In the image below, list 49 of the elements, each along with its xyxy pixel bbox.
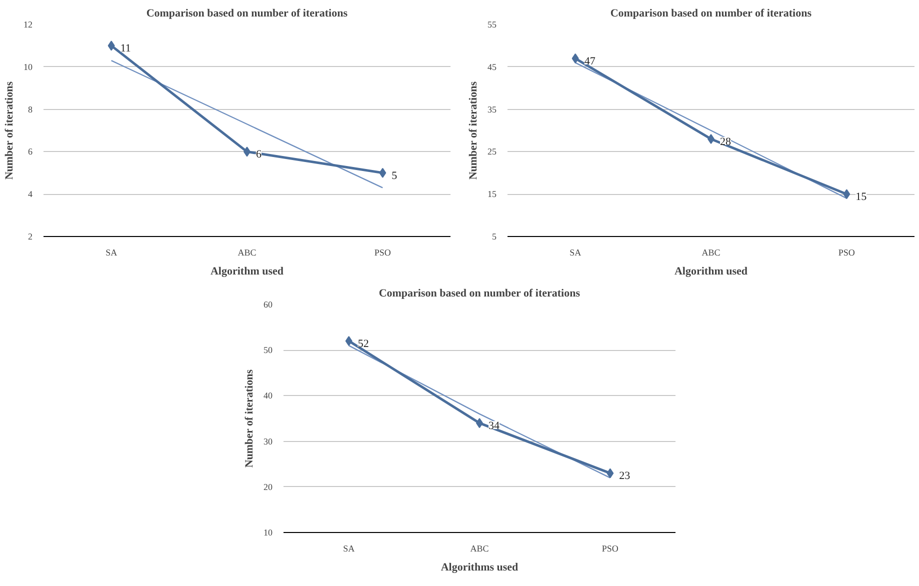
point xyxy=(108,40,115,51)
chart-title: Comparison based on number of iterations xyxy=(378,288,581,300)
data-label: 23 xyxy=(619,470,631,482)
data-label: 52 xyxy=(358,338,369,350)
y-tick-label: 55 xyxy=(488,20,497,30)
y-tick-label: 10 xyxy=(264,528,273,538)
y-tick-label: 5 xyxy=(492,232,497,242)
y-tick-label: 25 xyxy=(488,146,497,157)
chart-title: Comparison based on number of iterations xyxy=(146,8,348,20)
x-tick-label: ABC xyxy=(702,248,720,258)
y-axis-title: Number of iterations xyxy=(244,368,256,468)
y-axis-title: Number of iterations xyxy=(4,80,16,180)
point xyxy=(379,168,386,178)
x-tick-label: SA xyxy=(570,248,582,258)
x-axis-title: Algorithm used xyxy=(674,266,748,278)
data-label: 11 xyxy=(120,42,131,55)
x-tick-label: SA xyxy=(343,544,356,554)
point xyxy=(606,468,614,478)
x-tick-label: PSO xyxy=(838,248,856,258)
y-tick-label: 6 xyxy=(28,146,33,157)
point xyxy=(345,336,352,346)
y-tick-label: 60 xyxy=(264,300,273,310)
data-label: 47 xyxy=(584,55,596,68)
x-axis-title: Algorithm used xyxy=(210,266,284,278)
y-tick-label: 30 xyxy=(264,436,273,446)
y-tick-label: 15 xyxy=(488,189,497,200)
y-tick-label: 4 xyxy=(28,189,33,200)
chart-title: Comparison based on number of iterations xyxy=(610,8,812,20)
y-tick-label: 50 xyxy=(264,345,273,356)
y-tick-label: 12 xyxy=(24,20,32,30)
data-label: 15 xyxy=(856,191,868,204)
y-tick-label: 35 xyxy=(488,104,497,114)
x-tick-label: SA xyxy=(106,248,118,258)
y-tick-label: 10 xyxy=(24,62,33,72)
y-tick-label: 2 xyxy=(28,232,32,242)
y-tick-label: 8 xyxy=(28,104,33,114)
x-tick-label: PSO xyxy=(602,544,619,554)
data-label: 28 xyxy=(720,136,732,148)
data-label: 5 xyxy=(392,170,398,182)
x-tick-label: ABC xyxy=(470,544,489,554)
y-tick-label: 40 xyxy=(264,390,273,401)
x-tick-label: ABC xyxy=(238,248,256,258)
point xyxy=(572,53,579,64)
y-axis-title: Number of iterations xyxy=(468,80,480,180)
y-tick-label: 20 xyxy=(264,482,273,492)
x-axis-title: Algorithms used xyxy=(440,562,518,574)
point xyxy=(843,189,850,200)
y-tick-label: 45 xyxy=(488,62,497,72)
x-tick-label: PSO xyxy=(374,248,392,258)
